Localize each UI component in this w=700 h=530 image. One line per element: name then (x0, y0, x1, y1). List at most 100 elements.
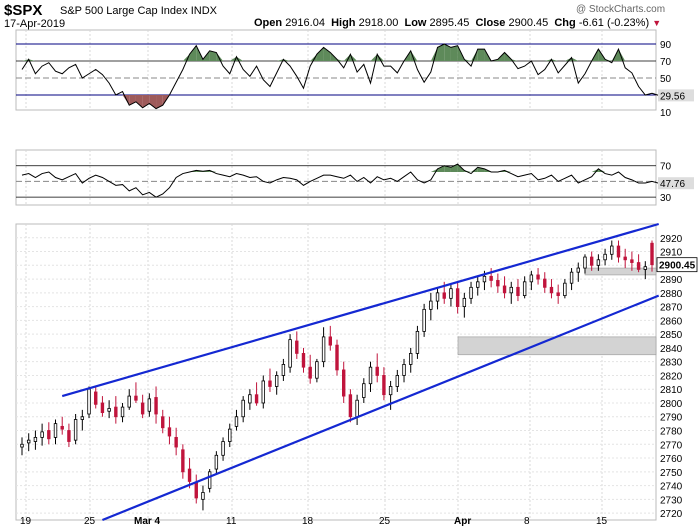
rsi-overbought-fill (477, 49, 485, 61)
candle-body (569, 271, 574, 284)
price-tick-label: 2890 (660, 275, 683, 286)
candle-body (321, 336, 326, 363)
candle-body (395, 375, 400, 387)
candle-body (342, 369, 346, 397)
stoch-tick-label: 70 (660, 162, 672, 173)
stoch-last-value: 47.76 (660, 179, 685, 190)
stoch-tick-label: 30 (660, 193, 672, 204)
price-tick-label: 2860 (660, 316, 683, 327)
price-tick-label: 2870 (660, 303, 683, 314)
candle-body (455, 288, 460, 308)
rsi-overbought-fill (209, 50, 217, 61)
candle-body (623, 256, 627, 261)
candle-body (140, 402, 145, 415)
x-tick-label: 19 (20, 516, 32, 527)
candle-body (181, 449, 185, 473)
trendline-lower (102, 294, 660, 522)
candle-body (134, 395, 138, 401)
candle-body (308, 366, 312, 379)
candle-body (516, 286, 520, 296)
candle-body (261, 380, 265, 404)
candle-body (576, 267, 580, 273)
candle-body (167, 427, 172, 437)
ohlc-summary: Open 2916.04 High 2918.00 Low 2895.45 Cl… (254, 17, 661, 29)
candle-body (388, 386, 393, 396)
rsi-overbought-fill (337, 59, 344, 61)
candle-body (161, 416, 165, 429)
rsi-overbought-fill (450, 45, 458, 61)
price-tick-label: 2920 (660, 234, 683, 245)
candle-body (610, 245, 614, 255)
candle-body (127, 395, 131, 408)
exchange-label: INDX (190, 5, 217, 17)
price-tick-label: 2880 (660, 289, 683, 300)
stoch-overbought-fill (450, 164, 458, 172)
close-label: Close (475, 17, 506, 29)
x-tick-label: 8 (524, 516, 530, 527)
panel-frame (15, 149, 657, 206)
candle-body (194, 482, 198, 499)
candle-body (221, 441, 225, 456)
candle-body (20, 443, 24, 448)
rsi-overbought-fill (323, 47, 331, 61)
candle-body (268, 380, 272, 387)
low-label: Low (404, 17, 427, 29)
rsi-overbought-fill (571, 57, 579, 61)
down-triangle-icon: ▼ (652, 18, 662, 28)
stoch-overbought-fill (437, 165, 445, 172)
candle-body (201, 492, 205, 500)
candle-body (596, 259, 601, 266)
candle-body (362, 383, 366, 398)
candle-body (616, 245, 621, 258)
price-tick-label: 2770 (660, 440, 683, 451)
rsi-overbought-fill (471, 49, 478, 61)
candle-body (583, 256, 587, 269)
price-tick-label: 2810 (660, 385, 683, 396)
low-value: 2895.45 (429, 17, 470, 29)
index-name: S&P 500 Large Cap Index INDX (60, 5, 217, 17)
candle-body (355, 399, 359, 418)
rsi-overbought-fill (618, 49, 626, 61)
candle-body (241, 399, 245, 418)
x-tick-label: Mar 4 (134, 516, 161, 527)
price-tick-label: 2910 (660, 248, 683, 259)
candle-body (462, 297, 467, 308)
candle-body (315, 361, 319, 379)
candle-body (120, 406, 125, 418)
candle-body (107, 408, 111, 412)
candle-body (422, 308, 426, 332)
candle-body (368, 366, 373, 385)
candle-body (469, 286, 473, 299)
candle-body (40, 431, 44, 438)
open-value: 2916.04 (285, 17, 325, 29)
candle-body (415, 330, 420, 354)
candle-body (207, 471, 212, 489)
candle-body (73, 419, 78, 441)
candle-body (335, 344, 339, 371)
candle-body (589, 256, 594, 266)
rsi-overbought-fill (216, 52, 224, 61)
candle-body (502, 285, 507, 294)
candle-body (228, 428, 232, 442)
rsi-tick-label: 90 (660, 40, 672, 51)
candle-body (254, 394, 259, 404)
rsi-oversold-fill (135, 95, 143, 108)
rsi-overbought-fill (343, 54, 351, 61)
candle-body (543, 278, 547, 288)
index-name-text: S&P 500 Large Cap Index (60, 5, 188, 17)
candle-body (114, 406, 118, 418)
price-tick-label: 2790 (660, 413, 683, 424)
candle-body (496, 280, 500, 287)
candle-body (187, 468, 192, 482)
close-value: 2900.45 (508, 17, 549, 29)
candle-body (529, 274, 534, 283)
rsi-value-tag (658, 89, 694, 102)
candle-body (154, 397, 158, 415)
candle-body (556, 292, 560, 296)
x-tick-label: 11 (226, 516, 237, 527)
rsi-tick-label: 10 (660, 108, 672, 119)
candle-body (53, 423, 58, 438)
x-tick-label: Apr (454, 516, 471, 527)
candle-body (482, 275, 487, 283)
